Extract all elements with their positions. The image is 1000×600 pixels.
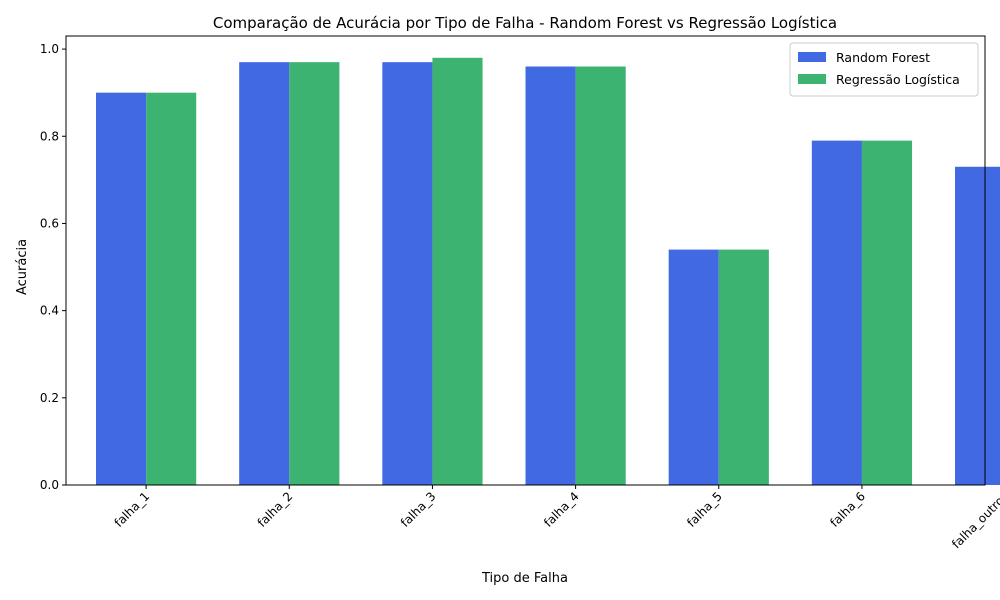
bar-falha_6-series-0 xyxy=(811,140,862,485)
bar-falha_5-series-0 xyxy=(668,249,719,485)
legend: Random Forest Regressão Logística xyxy=(789,42,979,97)
bar-falha_4-series-1 xyxy=(575,66,626,485)
y-axis-label: Acurácia xyxy=(15,239,30,295)
x-tick-label: falha_3 xyxy=(398,489,439,530)
plot-frame xyxy=(65,35,986,486)
y-tick-label: 0.0 xyxy=(40,478,59,492)
legend-box xyxy=(789,42,979,97)
x-axis: falha_1 falha_2 falha_3 falha_4 falha_5 falha… xyxy=(112,485,1000,551)
bar-falha_3-series-1 xyxy=(432,57,483,486)
legend-label-series-1: Regressão Logística xyxy=(836,72,960,87)
legend-swatch-series-1 xyxy=(798,74,826,84)
bar-falha_2-series-0 xyxy=(239,62,290,485)
y-tick-label: 0.4 xyxy=(40,304,59,318)
bar-falha_outros-series-0 xyxy=(955,166,1000,485)
y-tick-label: 0.2 xyxy=(40,391,59,405)
bar-falha_5-series-1 xyxy=(718,249,769,485)
x-tick-label: falha_5 xyxy=(684,489,725,530)
y-tick-label: 0.6 xyxy=(40,216,59,230)
bar-falha_1-series-1 xyxy=(146,92,197,486)
y-tick-label: 1.0 xyxy=(40,42,59,56)
y-axis: 0.0 0.2 0.4 0.6 0.8 1.0 xyxy=(40,42,66,492)
x-axis-label: Tipo de Falha xyxy=(481,571,568,586)
bar-falha_4-series-0 xyxy=(525,66,576,485)
bar-falha_3-series-0 xyxy=(382,62,433,485)
legend-swatch-series-0 xyxy=(798,52,826,62)
bar-falha_2-series-1 xyxy=(289,62,340,485)
y-tick-label: 0.8 xyxy=(40,129,59,143)
x-tick-label: falha_outros xyxy=(949,489,1000,551)
x-tick-label: falha_4 xyxy=(541,489,582,530)
legend-label-series-0: Random Forest xyxy=(836,50,930,65)
x-tick-label: falha_2 xyxy=(255,489,296,530)
x-tick-label: falha_6 xyxy=(827,489,868,530)
chart-title: Comparação de Acurácia por Tipo de Falha… xyxy=(213,14,837,32)
bars-layer xyxy=(96,57,1000,486)
x-tick-label: falha_1 xyxy=(112,489,153,530)
bar-falha_6-series-1 xyxy=(861,140,913,485)
bar-falha_1-series-0 xyxy=(96,92,147,486)
